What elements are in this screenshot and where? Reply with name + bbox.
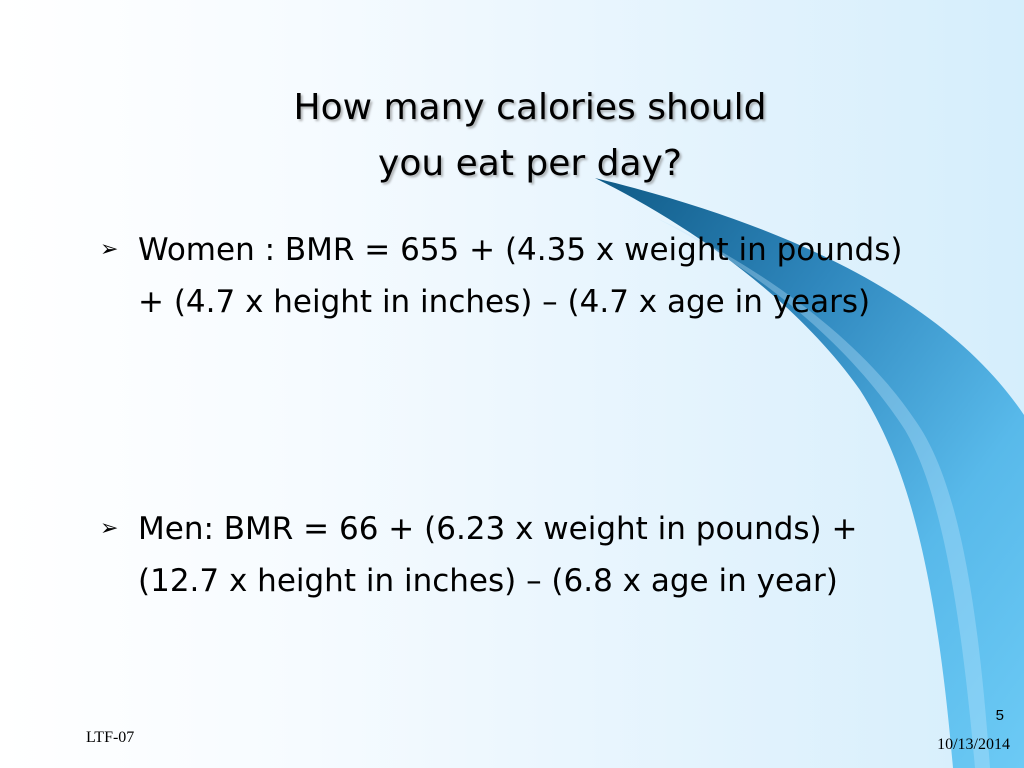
bullet-men-text: Men: BMR = 66 + (6.23 x weight in pounds…: [138, 511, 858, 599]
bullet-women: ➢ Women : BMR = 655 + (4.35 x weight in …: [100, 224, 930, 328]
footer-label: LTF-07: [86, 729, 135, 746]
slide-title: How many calories should you eat per day…: [150, 80, 910, 192]
arrow-bullet-icon: ➢: [100, 237, 119, 262]
bullet-men: ➢ Men: BMR = 66 + (6.23 x weight in poun…: [100, 503, 930, 607]
slide-title-line-2: you eat per day?: [378, 143, 682, 184]
slide-title-line-1: How many calories should: [293, 87, 767, 128]
arrow-bullet-icon: ➢: [100, 516, 119, 541]
page-number: 5: [995, 707, 1004, 724]
footer-date: 10/13/2014: [937, 736, 1010, 753]
bullet-women-text: Women : BMR = 655 + (4.35 x weight in po…: [138, 232, 903, 320]
swoosh-band: [595, 178, 1024, 768]
swoosh-highlight: [650, 215, 990, 768]
